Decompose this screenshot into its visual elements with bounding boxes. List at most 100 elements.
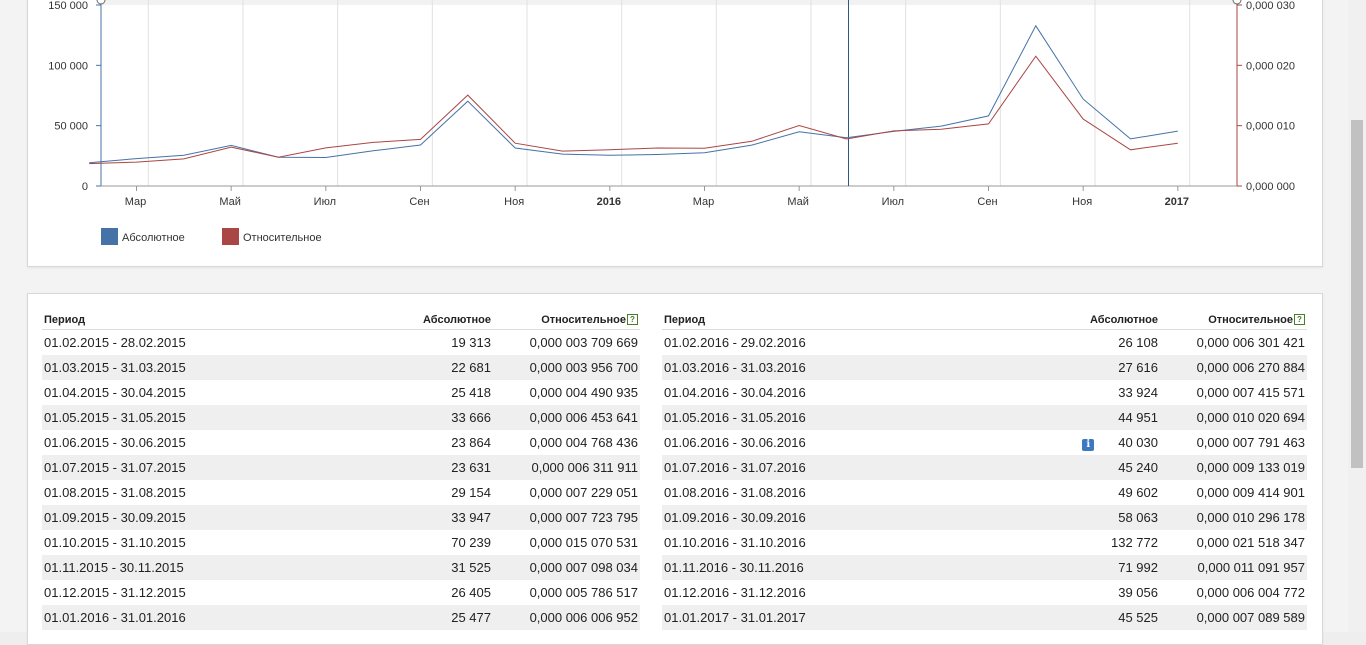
table-row: 01.03.2016 - 31.03.2016 27 616 0,000 006 2… (662, 355, 1307, 380)
table-row: 01.10.2016 - 31.10.2016 132 772 0,000 021 … (662, 530, 1307, 555)
absolute-cell-value: 33 947 (451, 510, 491, 525)
x-tick-label: Июл (882, 196, 904, 208)
period-cell: 01.04.2016 - 30.04.2016 (662, 380, 1052, 405)
period-cell: 01.12.2015 - 31.12.2015 (42, 580, 282, 605)
y-tick-label-right: 0,000 020 (1246, 60, 1295, 72)
scrollbar-thumb[interactable] (1351, 120, 1363, 468)
period-cell-value: 01.05.2015 - 31.05.2015 (44, 410, 186, 425)
legend-label[interactable]: Абсолютное (122, 232, 185, 244)
relative-cell: 0,000 015 070 531 (493, 530, 640, 555)
relative-cell: 0,000 006 301 421 (1160, 330, 1307, 356)
relative-cell: 0,000 010 296 178 (1160, 505, 1307, 530)
period-cell-value: 01.10.2016 - 31.10.2016 (664, 535, 806, 550)
x-tick-label: Май (219, 196, 241, 208)
period-cell-value: 01.04.2016 - 30.04.2016 (664, 385, 806, 400)
absolute-cell-value: 33 924 (1118, 385, 1158, 400)
table-row: 01.10.2015 - 31.10.2015 70 239 0,000 015 0… (42, 530, 640, 555)
absolute-cell: 26 405 (282, 580, 493, 605)
period-cell: 01.04.2015 - 30.04.2015 (42, 380, 282, 405)
table-row: 01.02.2015 - 28.02.2015 19 313 0,000 003 7… (42, 330, 640, 356)
header-period[interactable]: Период (42, 304, 282, 330)
absolute-cell-value: 71 992 (1118, 560, 1158, 575)
help-icon[interactable]: ? (627, 314, 638, 325)
period-cell-value: 01.07.2015 - 31.07.2015 (44, 460, 186, 475)
absolute-cell: 27 616 (1052, 355, 1160, 380)
header-absolute[interactable]: Абсолютное (1052, 304, 1160, 330)
table-row: 01.01.2017 - 31.01.2017 45 525 0,000 007 0… (662, 605, 1307, 630)
relative-cell-value: 0,000 007 098 034 (529, 560, 638, 575)
range-handle-left[interactable] (96, 0, 106, 5)
x-tick-label: Май (787, 196, 809, 208)
period-cell: 01.02.2015 - 28.02.2015 (42, 330, 282, 356)
period-cell: 01.11.2015 - 30.11.2015 (42, 555, 282, 580)
y-tick-label-left: 50 000 (54, 121, 88, 133)
series-line-relative (89, 55, 1178, 165)
relative-cell-value: 0,000 009 133 019 (1196, 460, 1305, 475)
header-relative[interactable]: Относительное? (493, 304, 640, 330)
relative-cell: 0,000 006 311 911 (493, 455, 640, 480)
relative-cell-value: 0,000 003 709 669 (529, 335, 638, 350)
relative-cell-value: 0,000 004 490 935 (529, 385, 638, 400)
header-absolute-label: Абсолютное (423, 314, 491, 326)
period-cell-value: 01.12.2015 - 31.12.2015 (44, 585, 186, 600)
absolute-cell-value: 19 313 (451, 335, 491, 350)
legend-label[interactable]: Относительное (243, 232, 322, 244)
table-row: 01.09.2016 - 30.09.2016 58 063 0,000 010 2… (662, 505, 1307, 530)
header-absolute-label: Абсолютное (1090, 314, 1158, 326)
relative-cell-value: 0,000 003 956 700 (529, 360, 638, 375)
relative-cell: 0,000 007 229 051 (493, 480, 640, 505)
legend-swatch[interactable] (222, 228, 239, 245)
range-handle-right[interactable] (1232, 0, 1242, 5)
relative-cell-value: 0,000 004 768 436 (529, 435, 638, 450)
series-line-absolute (89, 24, 1178, 164)
legend-swatch[interactable] (101, 228, 118, 245)
header-absolute[interactable]: Абсолютное (282, 304, 493, 330)
absolute-cell: 39 056 (1052, 580, 1160, 605)
table-row: 01.04.2016 - 30.04.2016 33 924 0,000 007 4… (662, 380, 1307, 405)
relative-cell: 0,000 003 709 669 (493, 330, 640, 356)
x-tick-label: Ноя (1072, 196, 1092, 208)
absolute-cell-value: 132 772 (1111, 535, 1158, 550)
header-period[interactable]: Период (662, 304, 1052, 330)
absolute-cell-value: 22 681 (451, 360, 491, 375)
period-cell: 01.07.2015 - 31.07.2015 (42, 455, 282, 480)
info-icon[interactable]: i (1082, 438, 1095, 451)
y-tick-label-left: 100 000 (48, 60, 88, 72)
absolute-cell-value: 49 602 (1118, 485, 1158, 500)
relative-cell: 0,000 010 020 694 (1160, 405, 1307, 430)
period-cell-value: 01.07.2016 - 31.07.2016 (664, 460, 806, 475)
relative-cell-value: 0,000 006 004 772 (1196, 585, 1305, 600)
period-cell: 01.01.2016 - 31.01.2016 (42, 605, 282, 630)
absolute-cell: 33 947 (282, 505, 493, 530)
right-table: Период Абсолютное Относительное? 01.02.2… (662, 304, 1307, 630)
header-period-label: Период (44, 314, 86, 326)
relative-cell: 0,000 006 270 884 (1160, 355, 1307, 380)
x-tick-label: 2017 (1165, 196, 1189, 208)
absolute-cell: 31 525 (282, 555, 493, 580)
vertical-scrollbar[interactable] (1348, 0, 1366, 632)
absolute-cell: 70 239 (282, 530, 493, 555)
absolute-cell: 29 154 (282, 480, 493, 505)
help-icon[interactable]: ? (1294, 314, 1305, 325)
absolute-cell-value: 45 240 (1118, 460, 1158, 475)
absolute-cell: 23 864 (282, 430, 493, 455)
absolute-cell-value: 23 864 (451, 435, 491, 450)
period-cell-value: 01.06.2015 - 30.06.2015 (44, 435, 186, 450)
absolute-cell-value: 26 108 (1118, 335, 1158, 350)
period-cell: 01.07.2016 - 31.07.2016 (662, 455, 1052, 480)
period-cell-value: 01.02.2016 - 29.02.2016 (664, 335, 806, 350)
header-relative-label: Относительное (1208, 314, 1293, 326)
relative-cell: 0,000 007 723 795 (493, 505, 640, 530)
header-relative[interactable]: Относительное? (1160, 304, 1307, 330)
relative-cell: 0,000 004 768 436 (493, 430, 640, 455)
period-cell-value: 01.05.2016 - 31.05.2016 (664, 410, 806, 425)
period-cell: 01.10.2015 - 31.10.2015 (42, 530, 282, 555)
relative-cell-value: 0,000 007 229 051 (529, 485, 638, 500)
table-row: 01.02.2016 - 29.02.2016 26 108 0,000 006 3… (662, 330, 1307, 356)
x-tick-label: Сен (409, 196, 429, 208)
table-row: 01.09.2015 - 30.09.2015 33 947 0,000 007 7… (42, 505, 640, 530)
period-cell: 01.08.2015 - 31.08.2015 (42, 480, 282, 505)
period-cell: 01.10.2016 - 31.10.2016 (662, 530, 1052, 555)
absolute-cell-value: 23 631 (451, 460, 491, 475)
period-cell-value: 01.01.2016 - 31.01.2016 (44, 610, 186, 625)
